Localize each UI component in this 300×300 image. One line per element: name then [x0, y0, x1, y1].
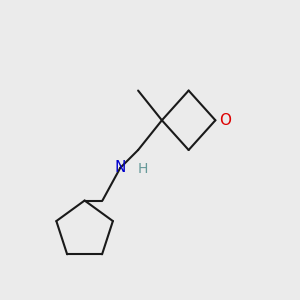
Text: N: N: [115, 160, 126, 175]
Text: H: H: [138, 162, 148, 176]
Text: O: O: [219, 113, 231, 128]
